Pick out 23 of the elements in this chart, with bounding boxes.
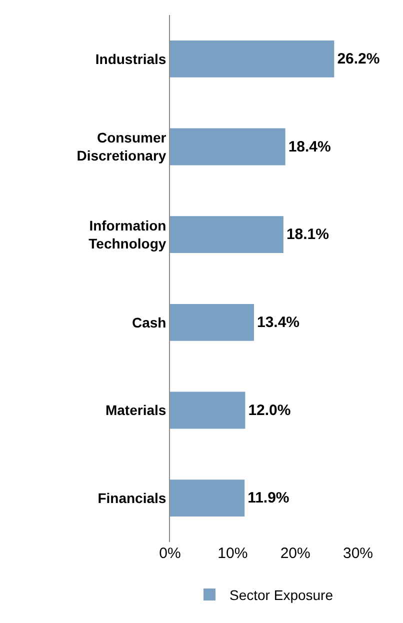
x-tick-label: 30%	[342, 545, 374, 562]
bar	[170, 216, 284, 254]
data-label: 26.2%	[337, 50, 380, 68]
x-tick-label: 0%	[159, 545, 181, 562]
y-tick-label: Financials	[98, 490, 166, 506]
y-tick-label: Consumer Discretionary	[76, 130, 167, 164]
bar	[170, 392, 246, 429]
legend-label: Sector Exposure	[230, 586, 334, 603]
x-tick-label: 10%	[218, 545, 248, 562]
y-tick-label: Materials	[105, 402, 166, 418]
bar	[170, 40, 334, 78]
data-label: 13.4%	[256, 314, 300, 331]
bar	[170, 480, 245, 517]
bar	[170, 304, 254, 341]
x-tick-label: 20%	[280, 545, 310, 562]
data-label: 11.9%	[248, 490, 290, 507]
data-label: 18.1%	[286, 226, 329, 244]
bar	[170, 128, 286, 166]
y-tick-label: Information Technology	[88, 217, 166, 252]
y-tick-label: Cash	[132, 314, 166, 330]
y-tick-label: Industrials	[95, 50, 166, 67]
data-label: 12.0%	[248, 402, 291, 419]
data-label: 18.4%	[288, 138, 331, 156]
